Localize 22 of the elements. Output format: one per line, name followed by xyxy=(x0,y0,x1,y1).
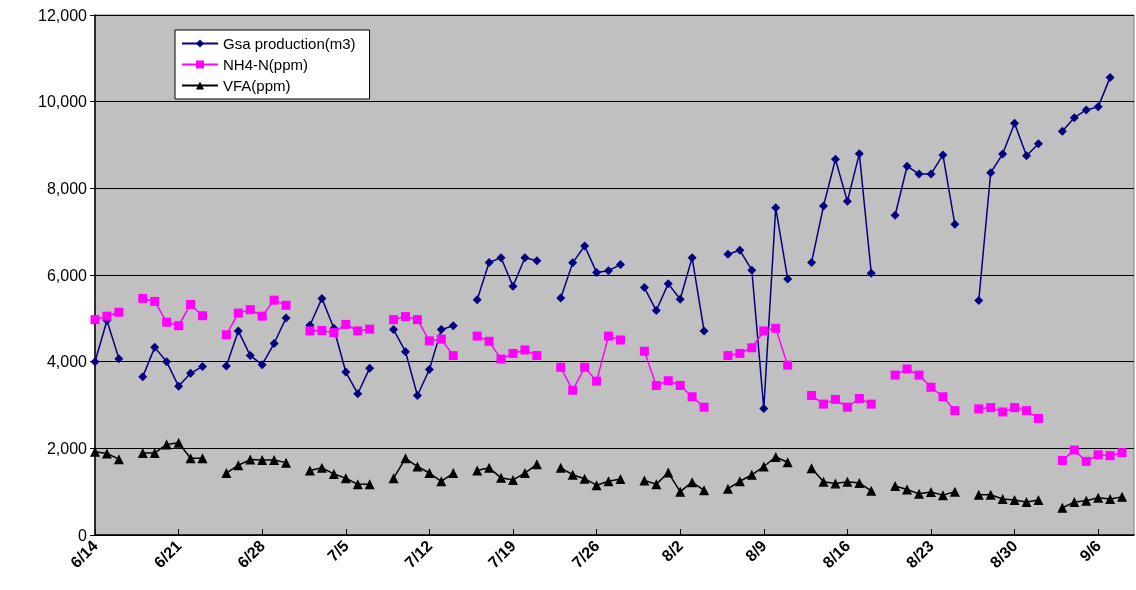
y-tick-label: 0 xyxy=(78,526,88,544)
y-tick-label: 6,000 xyxy=(46,266,88,284)
legend-label: Gsa production(m3) xyxy=(223,35,356,52)
y-tick-label: 4,000 xyxy=(46,353,88,371)
x-tick-label: 8/16 xyxy=(819,536,854,572)
x-tick-label: 7/19 xyxy=(484,536,520,572)
x-tick-label: 8/23 xyxy=(902,536,938,572)
y-tick-label: 8,000 xyxy=(46,179,88,197)
x-tick-label: 6/21 xyxy=(150,536,185,572)
x-tick-label: 6/28 xyxy=(234,536,269,572)
x-tick-label: 9/6 xyxy=(1076,536,1105,565)
y-tick-label: 2,000 xyxy=(46,439,88,457)
y-tick-label: 12,000 xyxy=(38,6,88,24)
y-tick-label: 10,000 xyxy=(38,93,88,111)
x-tick-label: 8/9 xyxy=(742,536,770,565)
x-tick-label: 8/30 xyxy=(986,536,1021,572)
x-tick-label: 8/2 xyxy=(658,536,687,565)
x-tick-label: 7/26 xyxy=(568,536,603,572)
x-tick-label: 7/5 xyxy=(324,536,352,565)
legend-label: NH4-N(ppm) xyxy=(223,56,309,73)
legend-label: VFA(ppm) xyxy=(223,77,291,94)
x-tick-label: 7/12 xyxy=(401,536,436,572)
